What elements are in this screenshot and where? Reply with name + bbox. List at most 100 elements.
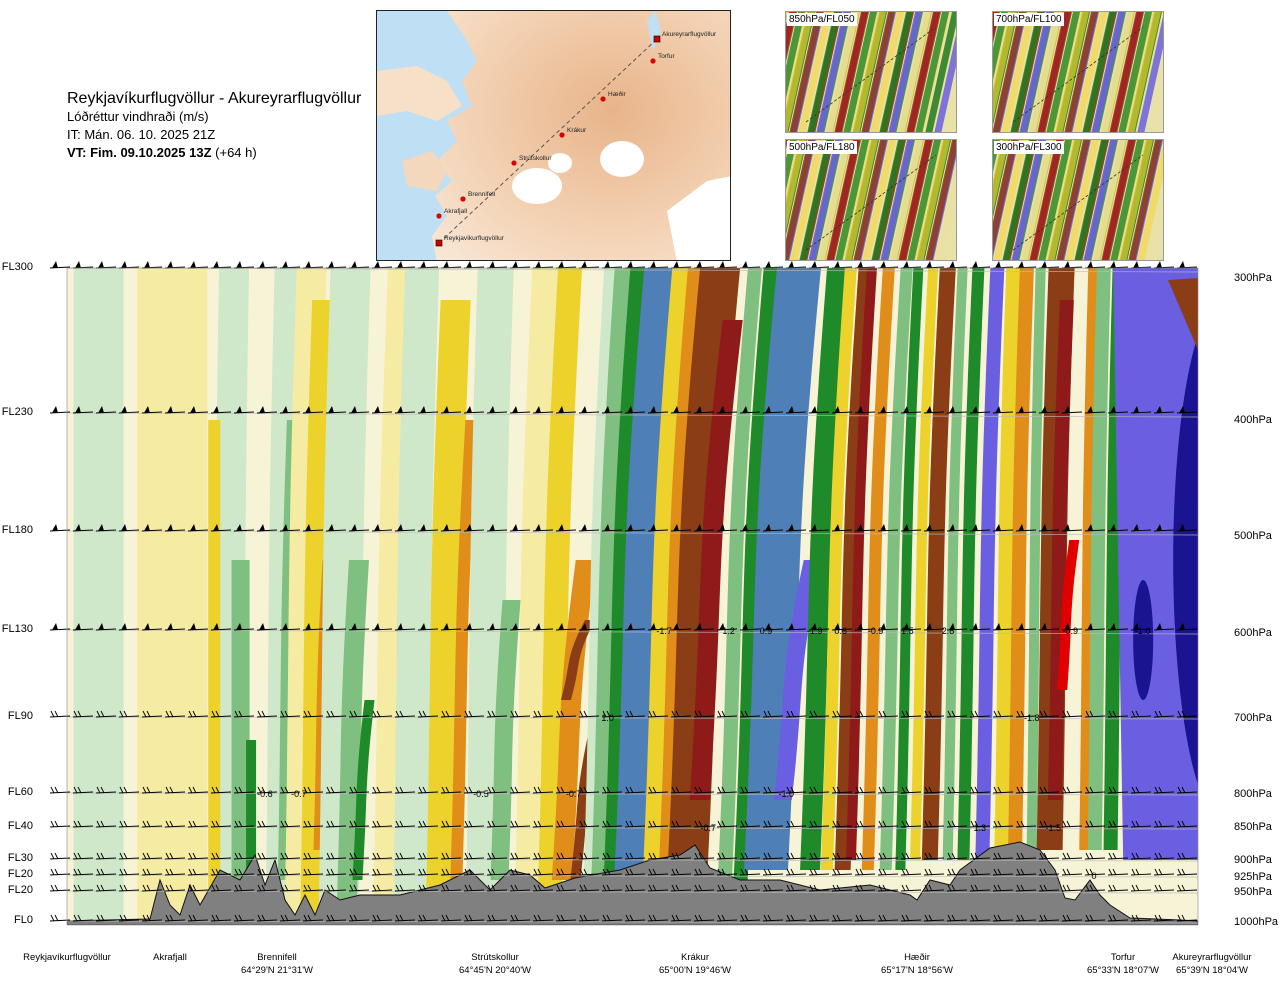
pressure-tick: 800hPa (1234, 788, 1272, 800)
thumbnail-500hpa[interactable]: 500hPa/FL180 (785, 139, 957, 261)
thumbnail-700hpa-graphic (993, 12, 1163, 132)
flight-level-tick: FL90 (7, 710, 33, 722)
map-station-marker (435, 239, 443, 247)
contour-value-label: -0.7 (291, 789, 307, 799)
pressure-tick: 1000hPa (1234, 916, 1279, 928)
thumbnail-700hpa[interactable]: 700hPa/FL100 (992, 11, 1164, 133)
location-coord: 64°45'N 20°40'W (459, 965, 531, 976)
init-time: IT: Mán. 06. 10. 2025 21Z (67, 127, 216, 142)
contour-value-label: -0.7 (701, 823, 717, 833)
location-coord: 65°00'N 19°46'W (659, 965, 731, 976)
contour-value-label: 1.2 (722, 626, 735, 636)
contour-value-label: -0.6 (257, 789, 273, 799)
variable-label: Lóðréttur vindhraði (m/s) (67, 109, 209, 124)
location-label: Brennifell 64°29'N 21°31'W (241, 951, 313, 977)
pressure-tick: 925hPa (1234, 871, 1272, 883)
location-name: Brennifell (257, 952, 297, 963)
location-name: Reykjavíkurflugvöllur (23, 952, 111, 963)
map-station-marker (436, 213, 442, 219)
route-map: Akureyrarflugvöllur Torfur Hæðir Krákur Strú… (376, 10, 731, 261)
contour-value-label: -0.9 (868, 626, 884, 636)
pressure-tick: 900hPa (1234, 854, 1272, 866)
location-label: Akureyrarflugvöllur 65°39'N 18°04'W (1172, 951, 1251, 977)
map-station-marker (650, 58, 656, 64)
flight-level-tick: FL20 (7, 884, 33, 896)
location-label: Hæðir 65°17'N 18°56'W (881, 951, 953, 977)
thumbnail-500hpa-graphic (786, 140, 956, 260)
location-label: Krákur 65°00'N 19°46'W (659, 951, 731, 977)
map-station-marker (559, 132, 565, 138)
location-coord: 64°29'N 21°31'W (241, 965, 313, 976)
map-station-marker (511, 160, 517, 166)
map-station-label: Hæðir (608, 90, 627, 98)
thumbnail-label: 300hPa/FL300 (994, 141, 1064, 154)
map-station-marker (460, 196, 466, 202)
thumbnail-label: 850hPa/FL050 (787, 13, 857, 26)
map-station-marker (600, 96, 606, 102)
location-name: Akureyrarflugvöllur (1172, 952, 1252, 963)
contour-value-label: -0.7 (566, 789, 582, 799)
flight-level-tick: FL30 (7, 852, 33, 864)
contour-value-label: -1.5 (1045, 823, 1061, 833)
contour-value-label: -1.0 (1135, 626, 1151, 636)
route-title: Reykjavíkurflugvöllur - Akureyrarflugvöl… (67, 90, 362, 107)
map-station-label: Strútskollur (519, 155, 552, 162)
map-station-marker (653, 35, 661, 43)
contour-value-label: -0.5 (473, 789, 489, 799)
pressure-tick: 950hPa (1234, 886, 1272, 898)
pressure-tick: 500hPa (1234, 530, 1272, 542)
location-name: Krákur (681, 952, 709, 963)
location-coord: 65°33'N 18°07'W (1087, 965, 1159, 976)
chart-title-block: Reykjavíkurflugvöllur - Akureyrarflugvöl… (67, 90, 361, 162)
pressure-tick: 600hPa (1234, 627, 1272, 639)
location-coord: 65°39'N 18°04'W (1176, 965, 1248, 976)
contour-value-label: 0 (1091, 871, 1096, 881)
contour-value-label: 0.6 (834, 626, 847, 636)
location-label: Strútskollur 64°45'N 20°40'W (459, 951, 531, 977)
map-station-label: Krákur (567, 127, 587, 134)
pressure-tick: 700hPa (1234, 712, 1272, 724)
map-station-label: Reykjavíkurflugvöllur (444, 235, 505, 242)
map-station-label: Torfur (658, 53, 675, 60)
location-name: Strútskollur (471, 952, 519, 963)
location-name: Hæðir (904, 952, 930, 963)
flight-level-tick: FL40 (7, 820, 33, 832)
thumbnail-300hpa-graphic (993, 140, 1163, 260)
contour-value-label: 1.3 (973, 823, 986, 833)
flight-level-tick: FL60 (7, 786, 33, 798)
contour-value-label: -1.9 (807, 626, 823, 636)
flight-level-tick: FL0 (14, 914, 33, 926)
pressure-tick: 400hPa (1234, 414, 1272, 426)
contour-value-label: -1.0 (779, 789, 795, 799)
thumbnail-300hpa[interactable]: 300hPa/FL300 (992, 139, 1164, 261)
flight-level-tick: FL300 (1, 261, 33, 273)
location-label: Akrafjall (153, 951, 187, 964)
location-label: Torfur 65°33'N 18°07'W (1087, 951, 1159, 977)
contour-value-label: -1.7 (656, 626, 672, 636)
thumbnail-label: 700hPa/FL100 (994, 13, 1064, 26)
location-label: Reykjavíkurflugvöllur (23, 951, 111, 964)
pressure-tick: 850hPa (1234, 821, 1272, 833)
valid-time: VT: Fim. 09.10.2025 13Z (+64 h) (67, 145, 257, 160)
map-station-label: Akureyrarflugvöllur (662, 31, 717, 38)
location-name: Torfur (1110, 952, 1136, 963)
route-map-graphic: Akureyrarflugvöllur Torfur Hæðir Krákur Strú… (377, 11, 730, 260)
thumbnail-850hpa[interactable]: 850hPa/FL050 (785, 11, 957, 133)
contour-value-label: -1.8 (1024, 713, 1040, 723)
location-coord: 65°17'N 18°56'W (881, 965, 953, 976)
contour-value-label: 0.9 (760, 626, 773, 636)
contour-value-label: 2.8 (942, 626, 955, 636)
flight-level-tick: FL130 (1, 623, 33, 635)
map-station-label: Brennifell (468, 191, 496, 198)
thumbnail-label: 500hPa/FL180 (787, 141, 857, 154)
thumbnail-850hpa-graphic (786, 12, 956, 132)
flight-level-tick: FL230 (1, 406, 33, 418)
contour-value-label: -0.9 (1062, 626, 1078, 636)
location-name: Akrafjall (153, 952, 187, 963)
contour-value-label: 1.5 (901, 626, 914, 636)
flight-level-tick: FL20 (7, 868, 33, 880)
pressure-tick: 300hPa (1234, 272, 1272, 284)
flight-level-tick: FL180 (1, 524, 33, 536)
map-station-label: Akrafjall (444, 208, 468, 215)
